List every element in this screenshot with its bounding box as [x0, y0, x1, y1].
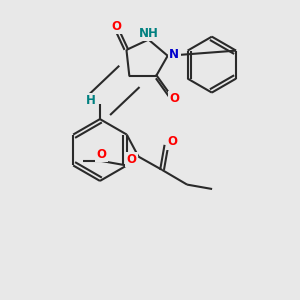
Text: N: N — [169, 48, 179, 61]
Text: O: O — [126, 153, 136, 166]
Text: O: O — [167, 135, 177, 148]
Text: O: O — [111, 20, 121, 33]
Text: NH: NH — [139, 27, 158, 40]
Text: O: O — [169, 92, 179, 105]
Text: H: H — [85, 94, 95, 107]
Text: O: O — [97, 148, 107, 161]
